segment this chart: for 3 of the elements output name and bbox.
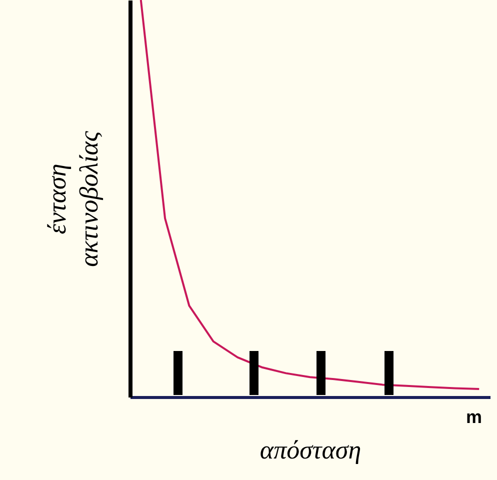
x-axis-title: απόσταση <box>260 436 362 464</box>
y-axis-title: ένταση ακτινοβολίας <box>42 130 104 267</box>
text: m <box>466 407 482 427</box>
